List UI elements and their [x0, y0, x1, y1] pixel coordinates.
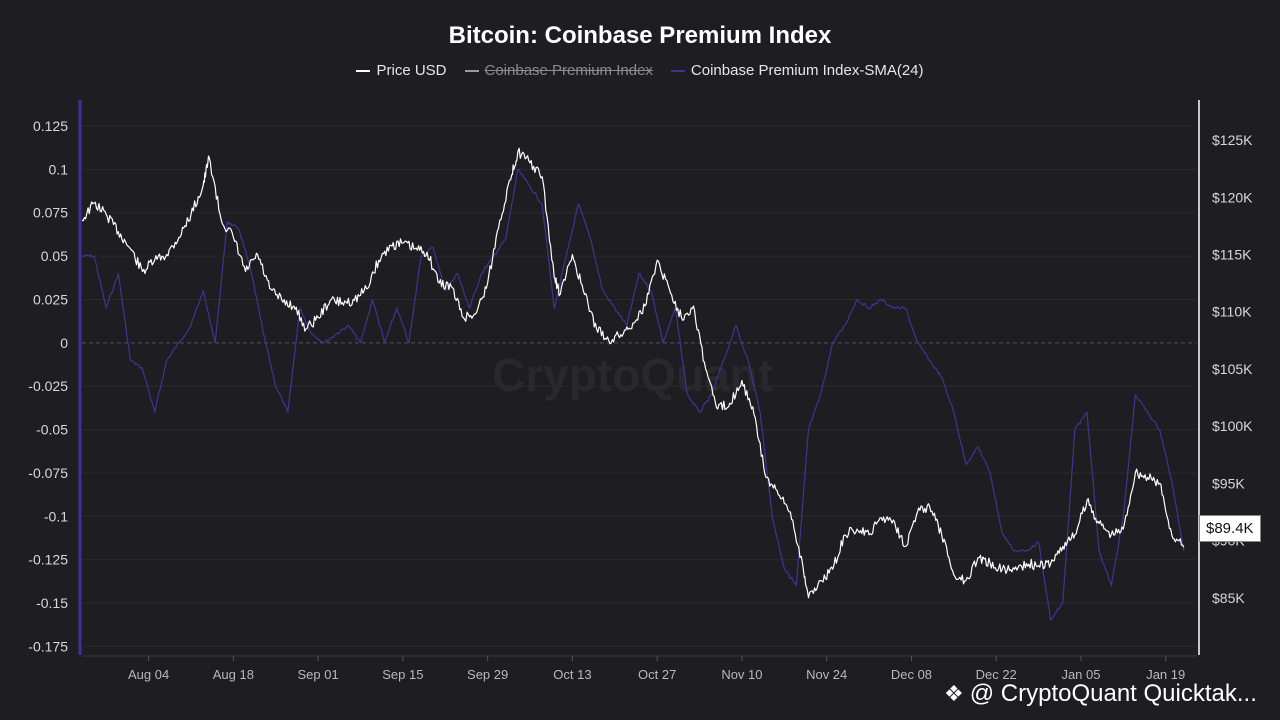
- y-left-tick-label: 0.125: [33, 118, 68, 134]
- y-right-tick-label: $115K: [1212, 246, 1252, 262]
- x-tick-label: Aug 04: [128, 667, 169, 682]
- series-line-price: [81, 147, 1185, 599]
- y-right-tick-label: $110K: [1212, 304, 1252, 320]
- x-tick-label: Oct 13: [553, 667, 591, 682]
- x-tick-label: Oct 27: [638, 667, 676, 682]
- chart-title: Bitcoin: Coinbase Premium Index: [448, 22, 832, 49]
- y-axis-left: 0.125 0.1 0.075 0.05 0.025 0 -0.025 -0.05 -0.075…: [28, 100, 82, 655]
- y-left-tick-label: -0.15: [36, 595, 68, 611]
- legend-swatch-premium-index: [464, 69, 479, 72]
- y-left-tick-label: -0.05: [36, 422, 68, 438]
- legend-label-price: Price USD: [376, 62, 447, 79]
- y-right-tick-label: $120K: [1212, 189, 1253, 205]
- y-right-tick-label: $125K: [1212, 132, 1253, 148]
- legend-item-premium-index[interactable]: Coinbase Premium Index: [464, 62, 653, 79]
- x-axis: Aug 04 Aug 18 Sep 01 Sep 15 Sep 29 Oct 13 Oct …: [82, 655, 1196, 682]
- y-left-tick-label: -0.075: [28, 465, 68, 481]
- y-right-tick-label: $105K: [1212, 361, 1253, 377]
- binance-logo-icon: ❖: [944, 681, 964, 706]
- legend-label-premium-index: Coinbase Premium Index: [484, 62, 653, 79]
- legend-item-premium-sma[interactable]: Coinbase Premium Index-SMA(24): [670, 62, 924, 79]
- x-tick-label: Sep 29: [467, 667, 508, 682]
- y-left-tick-label: -0.025: [28, 378, 68, 394]
- y-left-tick-label: -0.125: [28, 552, 68, 568]
- x-tick-label: Jan 19: [1146, 667, 1185, 682]
- legend-label-premium-sma: Coinbase Premium Index-SMA(24): [690, 62, 924, 79]
- grid-lines: [82, 125, 1196, 647]
- series-line-premium-sma: [82, 168, 1185, 621]
- x-tick-label: Jan 05: [1061, 667, 1100, 682]
- y-left-tick-label: -0.1: [44, 508, 68, 524]
- watermark: CryptoQuant: [492, 349, 774, 401]
- x-tick-label: Sep 15: [382, 667, 423, 682]
- x-tick-label: Nov 10: [721, 667, 762, 682]
- series-layer: [81, 147, 1185, 621]
- y-left-tick-label: -0.175: [28, 638, 68, 654]
- x-tick-label: Aug 18: [213, 667, 254, 682]
- legend-item-price[interactable]: Price USD: [356, 62, 447, 79]
- y-left-tick-label: 0.1: [49, 161, 69, 177]
- current-price-tag: $89.4K: [1199, 515, 1261, 542]
- credit: ❖ @ CryptoQuant Quicktak...: [944, 680, 1257, 708]
- y-right-tick-label: $100K: [1212, 418, 1253, 434]
- y-left-tick-label: 0: [60, 335, 68, 351]
- credit-text: @ CryptoQuant Quicktak...: [969, 680, 1257, 707]
- legend-swatch-premium-sma: [670, 69, 685, 72]
- x-tick-label: Dec 08: [891, 667, 932, 682]
- y-right-tick-label: $95K: [1212, 475, 1245, 491]
- legend-swatch-price: [356, 69, 371, 72]
- y-right-tick-label: $85K: [1212, 590, 1245, 606]
- x-tick-label: Nov 24: [806, 667, 847, 682]
- x-tick-label: Dec 22: [976, 667, 1017, 682]
- x-tick-label: Sep 01: [298, 667, 339, 682]
- chart-legend: Price USD Coinbase Premium Index Coinbas…: [0, 62, 1280, 79]
- y-left-tick-label: 0.075: [33, 205, 68, 221]
- y-axis-right: $125K$120K$115K$110K$105K$100K$95K$90K$8…: [1198, 100, 1253, 655]
- y-left-tick-label: 0.05: [41, 248, 68, 264]
- y-left-tick-label: 0.025: [33, 291, 68, 307]
